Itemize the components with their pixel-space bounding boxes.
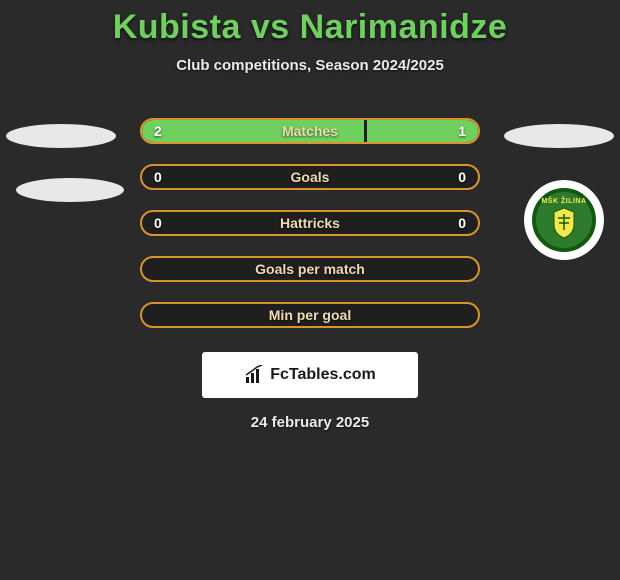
stat-label: Hattricks xyxy=(142,215,478,231)
stat-label: Min per goal xyxy=(142,307,478,323)
stat-row: Goals0 0 xyxy=(0,154,620,200)
stat-row: Hattricks0 0 xyxy=(0,200,620,246)
stat-bar: Min per goal xyxy=(140,302,480,328)
comparison-card: Kubista vs Narimanidze Club competitions… xyxy=(0,0,620,580)
subtitle: Club competitions, Season 2024/2025 xyxy=(0,57,620,74)
stat-value-right: 1 xyxy=(458,123,466,139)
stat-bar: Hattricks0 0 xyxy=(140,210,480,236)
stat-value-right: 0 xyxy=(458,169,466,185)
stat-label: Goals per match xyxy=(142,261,478,277)
stat-label: Matches xyxy=(142,123,478,139)
stat-row: Min per goal xyxy=(0,292,620,338)
logo-text: FcTables.com xyxy=(270,366,376,384)
stat-value-left: 2 xyxy=(154,123,162,139)
date-label: 24 february 2025 xyxy=(0,414,620,431)
fctables-logo: FcTables.com xyxy=(202,352,418,398)
stat-bar: Goals per match xyxy=(140,256,480,282)
stat-bar: Goals0 0 xyxy=(140,164,480,190)
stat-row: Matches2 1 xyxy=(0,108,620,154)
page-title: Kubista vs Narimanidze xyxy=(0,8,620,47)
stat-label: Goals xyxy=(142,169,478,185)
stat-row: Goals per match xyxy=(0,246,620,292)
chart-icon xyxy=(244,365,264,385)
stat-value-left: 0 xyxy=(154,215,162,231)
stats-rows: Matches21Goals00Hattricks00Goals per mat… xyxy=(0,108,620,338)
stat-value-right: 0 xyxy=(458,215,466,231)
stat-bar: Matches2 1 xyxy=(140,118,480,144)
stat-value-left: 0 xyxy=(154,169,162,185)
